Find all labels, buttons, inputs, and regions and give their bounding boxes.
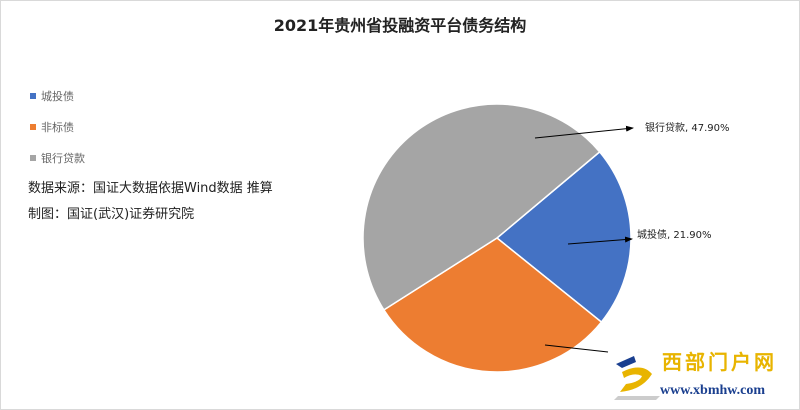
legend-swatch [30,92,36,99]
watermark: 西部门户网 www.xbmhw.com [612,350,798,406]
legend-label: 城投债 [41,89,74,103]
watermark-logo-icon [614,356,660,400]
data-label-bank-loans: 银行贷款, 47.90% [645,121,730,134]
legend-label: 银行贷款 [41,151,85,165]
leader-line-chengtou [567,236,633,245]
pie-slice-非标债 [382,237,603,373]
legend-swatch [30,154,36,161]
legend-swatch [30,123,36,130]
legend-item: 城投债 [30,80,85,111]
data-label-chengtou: 城投债, 21.90% [637,228,712,241]
legend-item: 非标债 [30,111,85,142]
pie-slice-银行贷款 [362,103,601,311]
watermark-url: www.xbmhw.com [660,383,766,398]
watermark-name: 西部门户网 [662,350,777,374]
leader-line-nonstandard [544,344,609,353]
chart-title: 2021年贵州省投融资平台债务结构 [273,16,527,35]
legend-label: 非标债 [41,120,74,134]
legend: 城投债 非标债 银行贷款 [30,80,85,173]
legend-item: 银行贷款 [30,142,85,173]
source-note: 数据来源：国证大数据依据Wind数据 推算 [28,181,273,196]
author-note: 制图：国证(武汉)证券研究院 [28,207,195,222]
leader-line-bank-loans [534,125,634,139]
